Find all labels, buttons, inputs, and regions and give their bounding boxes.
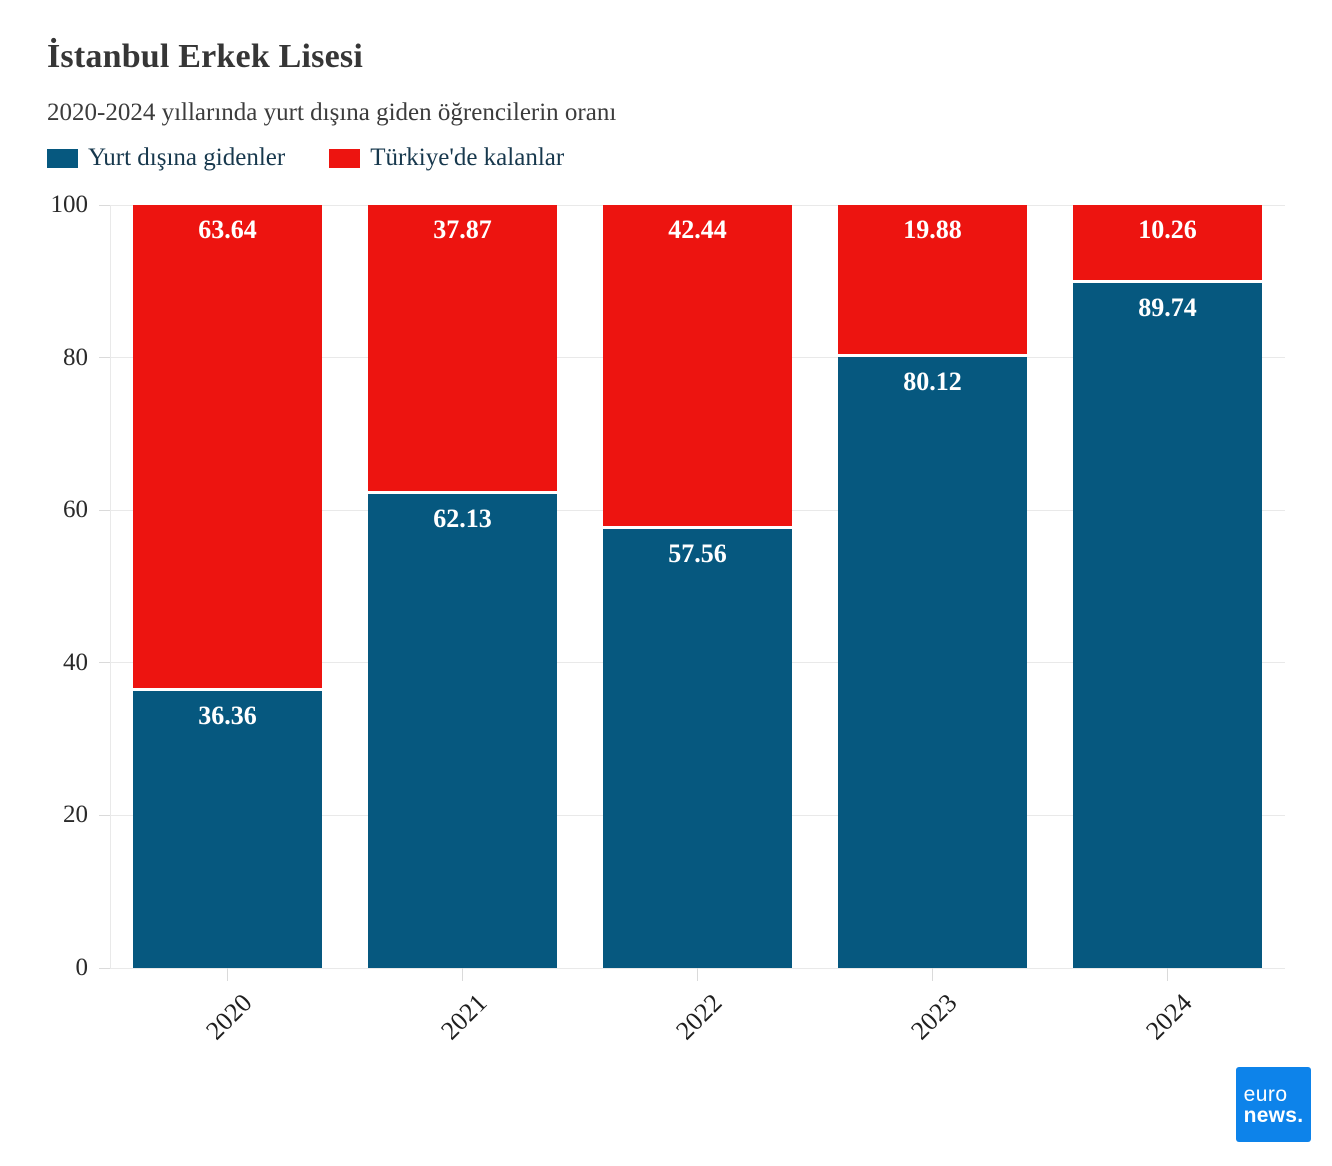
y-axis-label-80: 80 bbox=[63, 343, 88, 371]
legend: Yurt dışına gidenler Türkiye'de kalanlar bbox=[47, 144, 564, 172]
x-tick-2022 bbox=[697, 968, 698, 981]
bar-segment-stayed-2020: 63.64 bbox=[133, 205, 322, 691]
euronews-logo: euro news. bbox=[1236, 1067, 1311, 1142]
bar-segment-stayed-2021: 37.87 bbox=[368, 205, 557, 494]
value-label-stayed-2024: 10.26 bbox=[1138, 215, 1197, 245]
bar-2021: 37.87 62.13 bbox=[368, 205, 557, 968]
gridline-100 bbox=[110, 204, 1285, 206]
bar-segment-abroad-2021: 62.13 bbox=[368, 493, 557, 968]
x-tick-2020 bbox=[227, 968, 228, 981]
x-tick-2023 bbox=[932, 968, 933, 981]
y-tick-60 bbox=[99, 509, 110, 511]
bar-2023: 19.88 80.12 bbox=[838, 205, 1027, 968]
x-tick-2021 bbox=[462, 968, 463, 981]
value-label-abroad-2020: 36.36 bbox=[198, 700, 257, 730]
value-label-abroad-2024: 89.74 bbox=[1138, 293, 1197, 323]
bar-segment-abroad-2020: 36.36 bbox=[133, 690, 322, 968]
legend-item-stayed: Türkiye'de kalanlar bbox=[329, 144, 564, 172]
y-tick-80 bbox=[99, 357, 110, 359]
value-label-abroad-2022: 57.56 bbox=[668, 538, 727, 568]
y-axis-label-20: 20 bbox=[63, 801, 88, 829]
bar-2020: 63.64 36.36 bbox=[133, 205, 322, 968]
x-axis-label-2022: 2022 bbox=[669, 988, 728, 1046]
x-tick-2024 bbox=[1167, 968, 1168, 981]
logo-text-euro: euro bbox=[1243, 1082, 1288, 1106]
logo-text-news: news. bbox=[1243, 1103, 1304, 1127]
euronews-wordmark: euro news. bbox=[1244, 1084, 1304, 1126]
chart-subtitle: 2020-2024 yıllarında yurt dışına giden ö… bbox=[47, 99, 617, 126]
y-tick-100 bbox=[99, 204, 110, 206]
x-axis-label-2024: 2024 bbox=[1139, 988, 1198, 1046]
y-axis-line bbox=[110, 205, 111, 968]
value-label-stayed-2021: 37.87 bbox=[433, 215, 492, 245]
y-axis-label-100: 100 bbox=[50, 191, 89, 218]
bar-2024: 10.26 89.74 bbox=[1073, 205, 1262, 968]
bar-segment-stayed-2022: 42.44 bbox=[603, 205, 792, 529]
chart-title: İstanbul Erkek Lisesi bbox=[47, 38, 363, 75]
bar-segment-abroad-2022: 57.56 bbox=[603, 528, 792, 968]
x-axis-label-2021: 2021 bbox=[434, 988, 493, 1046]
y-tick-0 bbox=[99, 967, 110, 969]
value-label-stayed-2023: 19.88 bbox=[903, 215, 962, 245]
plot-area: 0 20 40 60 80 100 63.64 36.36 2020 37.87 62.13 2021… bbox=[51, 191, 1285, 1045]
value-label-stayed-2020: 63.64 bbox=[198, 215, 257, 245]
x-axis-label-2020: 2020 bbox=[199, 988, 258, 1046]
bar-segment-stayed-2024: 10.26 bbox=[1073, 205, 1262, 284]
bar-2022: 42.44 57.56 bbox=[603, 205, 792, 968]
value-label-stayed-2022: 42.44 bbox=[668, 215, 727, 245]
legend-label-stayed: Türkiye'de kalanlar bbox=[370, 144, 565, 171]
legend-item-abroad: Yurt dışına gidenler bbox=[47, 144, 285, 172]
y-axis-label-0: 0 bbox=[75, 954, 89, 981]
legend-swatch-abroad-icon bbox=[47, 148, 78, 168]
bar-segment-abroad-2023: 80.12 bbox=[838, 356, 1027, 968]
y-tick-40 bbox=[99, 662, 110, 664]
y-tick-20 bbox=[99, 814, 110, 816]
y-axis-label-40: 40 bbox=[63, 648, 88, 676]
value-label-abroad-2023: 80.12 bbox=[903, 366, 962, 396]
bar-segment-abroad-2024: 89.74 bbox=[1073, 283, 1262, 968]
legend-label-abroad: Yurt dışına gidenler bbox=[88, 144, 286, 171]
y-axis-label-60: 60 bbox=[63, 496, 88, 524]
x-axis-label-2023: 2023 bbox=[904, 988, 963, 1046]
bar-segment-stayed-2023: 19.88 bbox=[838, 205, 1027, 357]
value-label-abroad-2021: 62.13 bbox=[433, 503, 492, 533]
legend-swatch-stayed-icon bbox=[329, 148, 361, 168]
